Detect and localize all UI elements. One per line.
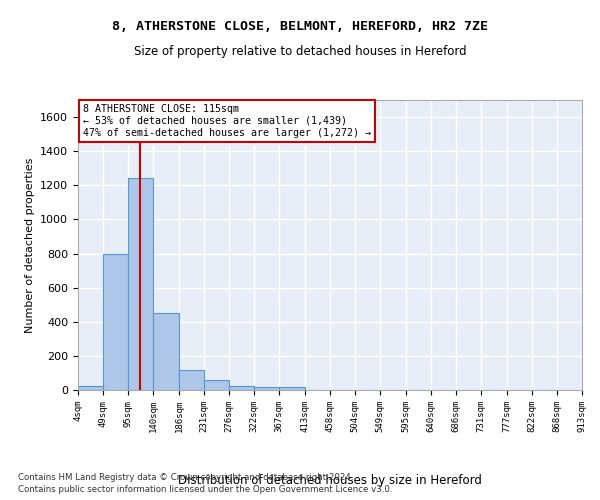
Bar	[179, 370, 204, 390]
X-axis label: Distribution of detached houses by size in Hereford: Distribution of detached houses by size …	[178, 474, 482, 486]
Text: Contains HM Land Registry data © Crown copyright and database right 2024.: Contains HM Land Registry data © Crown c…	[18, 472, 353, 482]
Bar	[103, 254, 128, 390]
Bar	[229, 386, 254, 390]
Bar	[78, 386, 103, 390]
Bar	[128, 178, 154, 390]
Bar	[279, 388, 305, 390]
Text: 8, ATHERSTONE CLOSE, BELMONT, HEREFORD, HR2 7ZE: 8, ATHERSTONE CLOSE, BELMONT, HEREFORD, …	[112, 20, 488, 33]
Bar	[204, 380, 229, 390]
Text: Size of property relative to detached houses in Hereford: Size of property relative to detached ho…	[134, 45, 466, 58]
Bar	[154, 313, 179, 390]
Y-axis label: Number of detached properties: Number of detached properties	[25, 158, 35, 332]
Text: Contains public sector information licensed under the Open Government Licence v3: Contains public sector information licen…	[18, 485, 392, 494]
Bar	[254, 388, 279, 390]
Text: 8 ATHERSTONE CLOSE: 115sqm
← 53% of detached houses are smaller (1,439)
47% of s: 8 ATHERSTONE CLOSE: 115sqm ← 53% of deta…	[83, 104, 371, 138]
